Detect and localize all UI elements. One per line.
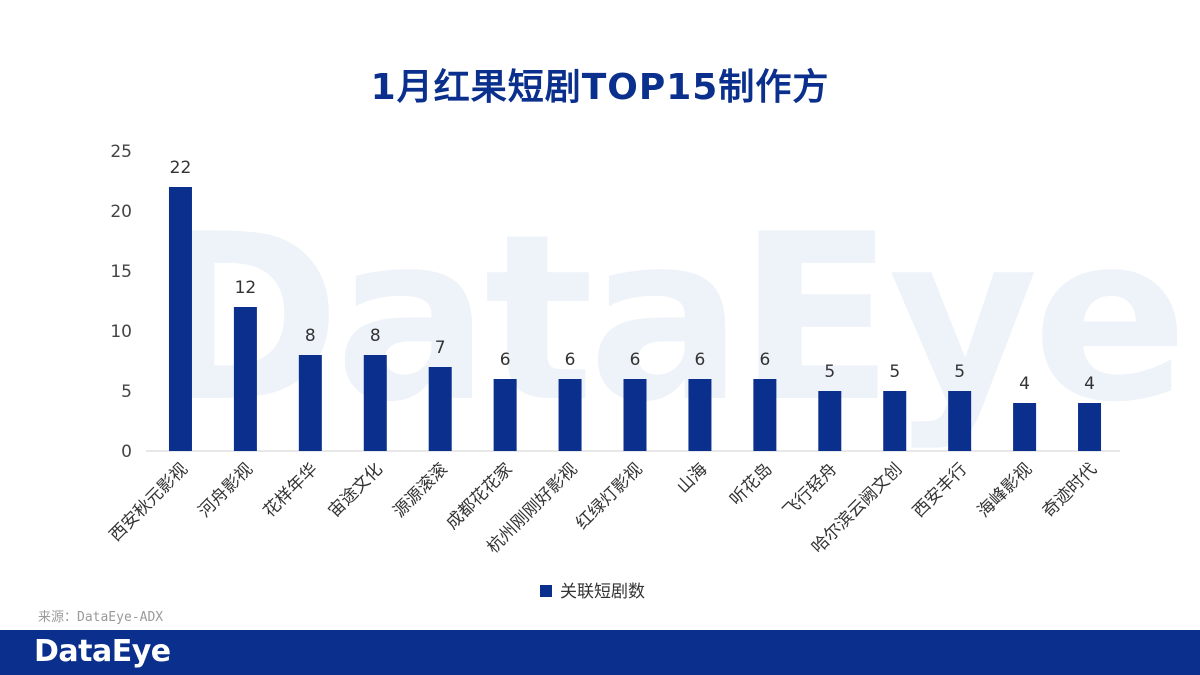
data-label: 6 bbox=[759, 350, 770, 370]
y-tick-label: 15 bbox=[110, 262, 132, 282]
bar bbox=[818, 391, 842, 451]
bar bbox=[558, 379, 582, 451]
y-tick-label: 5 bbox=[121, 382, 132, 402]
data-label: 4 bbox=[1019, 374, 1030, 394]
y-axis: 0 5 10 15 20 25 bbox=[110, 142, 132, 462]
x-tick-label: 红绿灯影视 bbox=[572, 459, 646, 533]
bars bbox=[168, 187, 1102, 451]
data-label: 5 bbox=[824, 362, 835, 382]
data-label: 7 bbox=[435, 338, 446, 358]
bar bbox=[493, 379, 517, 451]
bar bbox=[428, 367, 452, 451]
x-tick-label: 听花岛 bbox=[726, 459, 776, 509]
footer-bar bbox=[0, 630, 1200, 675]
y-tick-label: 20 bbox=[110, 202, 132, 222]
data-label: 8 bbox=[370, 326, 381, 346]
x-tick-label: 河舟影视 bbox=[195, 459, 257, 521]
data-label: 6 bbox=[630, 350, 641, 370]
source-note: 来源：DataEye-ADX bbox=[38, 610, 164, 625]
bar bbox=[233, 307, 257, 451]
legend-swatch bbox=[540, 585, 552, 597]
bar bbox=[623, 379, 647, 451]
x-tick-label: 西安丰行 bbox=[909, 459, 971, 521]
data-label: 22 bbox=[170, 158, 192, 178]
data-label: 8 bbox=[305, 326, 316, 346]
x-tick-label: 西安秋元影视 bbox=[106, 459, 192, 545]
x-tick-label: 源源滚滚 bbox=[390, 459, 452, 521]
x-tick-label: 飞行轻舟 bbox=[779, 459, 841, 521]
data-label: 6 bbox=[565, 350, 576, 370]
x-tick-label: 山海 bbox=[673, 459, 711, 497]
bar bbox=[883, 391, 907, 451]
data-label: 4 bbox=[1084, 374, 1095, 394]
bar bbox=[1078, 403, 1102, 451]
bar bbox=[168, 187, 192, 451]
y-tick-label: 25 bbox=[110, 142, 132, 162]
bar bbox=[688, 379, 712, 451]
legend-label: 关联短剧数 bbox=[560, 582, 645, 602]
x-tick-label: 花样年华 bbox=[260, 459, 322, 521]
footer-logo: DataEye bbox=[34, 634, 171, 669]
bar bbox=[1013, 403, 1037, 451]
data-label: 6 bbox=[500, 350, 511, 370]
data-label: 6 bbox=[695, 350, 706, 370]
bar bbox=[948, 391, 972, 451]
data-label: 12 bbox=[235, 278, 257, 298]
data-label: 5 bbox=[954, 362, 965, 382]
chart-title: 1月红果短剧TOP15制作方 bbox=[370, 67, 830, 108]
bar bbox=[298, 355, 322, 451]
x-tick-labels: 西安秋元影视 河舟影视 花样年华 宙途文化 源源滚滚成都花花家杭州刚刚好影视红绿灯影视山… bbox=[106, 459, 1101, 557]
value-labels: 22 12 8 8 7 6 6 6 6 6 5 5 5 4 4 bbox=[170, 158, 1095, 394]
bar bbox=[363, 355, 387, 451]
y-tick-label: 10 bbox=[110, 322, 132, 342]
y-tick-label: 0 bbox=[121, 442, 132, 462]
x-tick-label: 宙途文化 bbox=[325, 459, 387, 521]
data-label: 5 bbox=[889, 362, 900, 382]
legend: 关联短剧数 bbox=[540, 582, 645, 602]
x-tick-label: 奇迹时代 bbox=[1039, 459, 1101, 521]
bar bbox=[753, 379, 777, 451]
x-tick-label: 海峰影视 bbox=[974, 459, 1036, 521]
